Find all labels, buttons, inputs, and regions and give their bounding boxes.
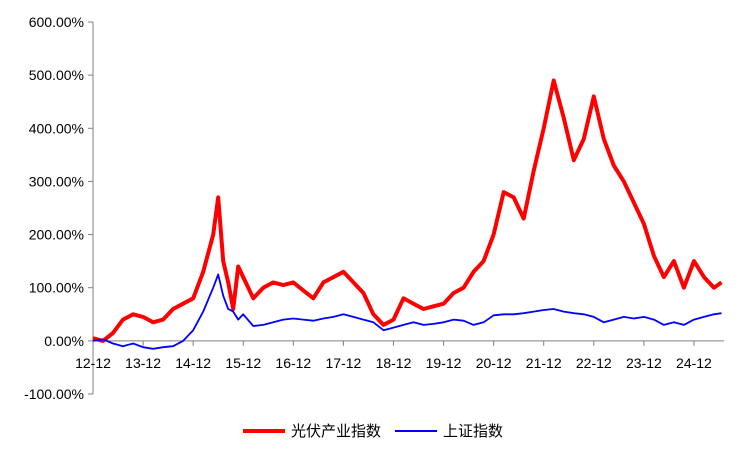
- x-tick-label: 16-12: [275, 355, 311, 371]
- legend-label-series-0: 光伏产业指数: [290, 422, 381, 440]
- series-line-0: [92, 78, 723, 343]
- y-tick-label: 500.00%: [29, 67, 84, 83]
- x-tick-label: 20-12: [476, 355, 512, 371]
- legend-item-series-1: 上证指数: [395, 420, 503, 441]
- series-layer: [92, 78, 723, 350]
- y-tick-label: -100.00%: [24, 386, 84, 402]
- legend-swatch-series-0: [242, 428, 285, 433]
- x-tick-label: 23-12: [626, 355, 662, 371]
- series-line-1: [92, 273, 722, 350]
- legend-label-series-1: 上证指数: [443, 422, 504, 440]
- x-tick-label: 12-12: [75, 355, 111, 371]
- legend-item-series-0: 光伏产业指数: [242, 420, 381, 441]
- x-tick-label: 13-12: [125, 355, 161, 371]
- axes: 600.00% 500.00% 400.00% 300.00% 200.00% 100.0…: [24, 14, 724, 402]
- y-tick-label: 100.00%: [29, 280, 84, 296]
- x-tick-label: 22-12: [576, 355, 612, 371]
- y-tick-label: 200.00%: [29, 227, 84, 243]
- x-tick-label: 19-12: [426, 355, 462, 371]
- x-tick-label: 18-12: [376, 355, 412, 371]
- y-tick-label: 300.00%: [29, 173, 84, 189]
- legend: 光伏产业指数 上证指数: [0, 420, 746, 441]
- x-tick-label: 24-12: [676, 355, 712, 371]
- y-tick-label: 400.00%: [29, 120, 84, 136]
- legend-swatch-series-1: [395, 429, 437, 432]
- x-tick-label: 17-12: [325, 355, 361, 371]
- y-tick-label: 600.00%: [29, 14, 84, 30]
- x-tick-label: 14-12: [175, 355, 211, 371]
- x-tick-label: 21-12: [526, 355, 562, 371]
- y-tick-label: 0.00%: [44, 333, 84, 349]
- x-tick-label: 15-12: [225, 355, 261, 371]
